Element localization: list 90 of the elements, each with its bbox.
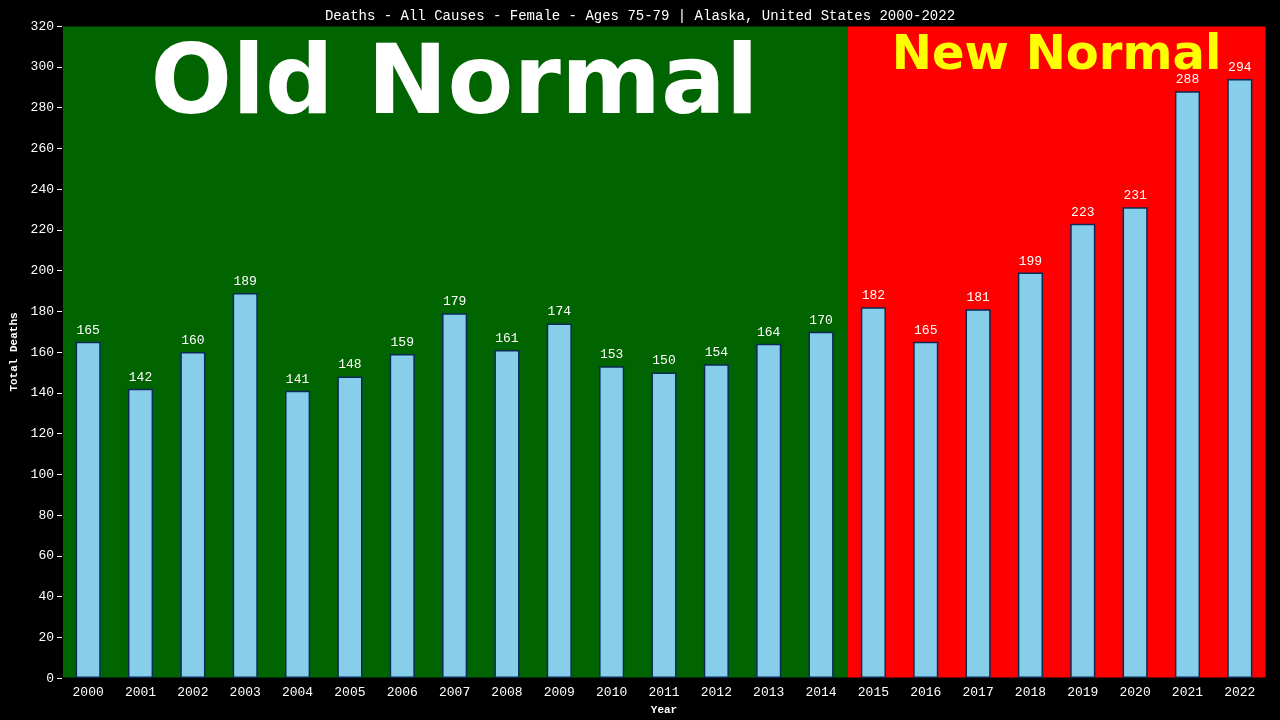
data-label: 165: [76, 322, 100, 338]
data-label: 142: [128, 369, 153, 385]
x-axis-title: Year: [650, 703, 678, 716]
data-label: 148: [338, 357, 362, 373]
x-tick-label: 2009: [543, 685, 575, 700]
x-tick-label: 2019: [1067, 685, 1099, 700]
data-label: 165: [914, 322, 938, 338]
y-tick-label: 240: [30, 181, 54, 197]
bar: [337, 376, 363, 678]
band-label: Old Normal: [150, 24, 759, 136]
bar: [389, 354, 415, 678]
x-tick-label: 2013: [753, 685, 785, 700]
bar: [442, 313, 468, 678]
data-label: 288: [1175, 72, 1200, 88]
data-label: 181: [966, 290, 990, 306]
data-label: 141: [285, 371, 310, 387]
y-tick-label: 320: [30, 18, 54, 34]
x-tick-label: 2022: [1224, 685, 1256, 700]
bar: [1227, 78, 1253, 678]
bar: [232, 292, 258, 678]
bar: [599, 366, 625, 678]
x-tick-label: 2021: [1171, 685, 1204, 700]
data-label: 294: [1228, 59, 1252, 75]
bar: [546, 323, 572, 678]
bar: [494, 349, 520, 678]
y-tick-label: 120: [30, 426, 54, 441]
x-tick-label: 2004: [281, 685, 314, 700]
bar: [75, 341, 101, 678]
y-tick-label: 140: [30, 385, 54, 401]
bar: [756, 343, 782, 678]
bar: [1174, 91, 1201, 678]
data-label: 153: [599, 347, 624, 363]
data-label: 179: [442, 294, 467, 310]
data-label: 159: [390, 335, 414, 351]
bar: [127, 388, 154, 678]
data-label: 189: [233, 273, 257, 289]
bar: [651, 372, 677, 678]
bar: [860, 307, 886, 678]
bar: [965, 309, 991, 678]
y-tick-label: 160: [30, 344, 54, 360]
y-tick-label: 60: [38, 548, 54, 564]
data-label: 199: [1018, 253, 1043, 269]
bar: [1017, 272, 1043, 678]
y-tick-label: 40: [38, 589, 54, 604]
data-label: 160: [181, 333, 205, 348]
x-tick-label: 2011: [648, 685, 680, 700]
data-label: 182: [861, 288, 886, 304]
x-tick-label: 2006: [386, 685, 418, 700]
x-tick-label: 2017: [962, 685, 994, 700]
y-tick-label: 80: [38, 507, 54, 523]
bar: [285, 390, 311, 678]
y-axis-title: Total Deaths: [8, 312, 21, 392]
x-tick-label: 2016: [910, 685, 942, 700]
y-tick-label: 180: [30, 303, 54, 319]
bar: [1122, 207, 1148, 678]
x-tick-label: 2003: [229, 685, 261, 700]
data-label: 174: [547, 304, 572, 320]
data-label: 154: [704, 345, 729, 361]
data-label: 231: [1123, 188, 1148, 204]
y-tick-label: 200: [30, 263, 54, 278]
y-tick-label: 220: [30, 222, 54, 238]
x-tick-label: 2015: [857, 685, 889, 700]
x-tick-label: 2007: [439, 685, 471, 700]
data-label: 150: [652, 353, 676, 369]
x-tick-label: 2020: [1119, 685, 1151, 700]
bar: [703, 364, 729, 678]
x-tick-label: 2018: [1014, 685, 1047, 700]
bar: [913, 341, 939, 678]
bar: [808, 331, 834, 678]
x-tick-label: 2001: [124, 685, 157, 700]
x-tick-label: 2002: [177, 685, 209, 700]
data-label: 223: [1071, 204, 1095, 220]
y-tick-label: 280: [30, 100, 54, 115]
x-tick-label: 2010: [596, 685, 628, 700]
y-tick-label: 300: [30, 59, 54, 75]
bar: [180, 352, 206, 678]
x-tick-label: 2000: [72, 685, 104, 700]
x-tick-label: 2014: [805, 685, 837, 700]
y-tick-label: 0: [46, 670, 54, 686]
bar: [1070, 223, 1096, 678]
chart-title: Deaths - All Causes - Female - Ages 75-79 | Alaska, United States 2000-2022: [324, 8, 956, 24]
data-label: 161: [495, 330, 519, 346]
x-tick-label: 2008: [491, 685, 523, 700]
data-label: 164: [756, 324, 781, 340]
y-tick-label: 260: [30, 140, 54, 156]
x-tick-label: 2012: [700, 685, 732, 700]
x-tick-label: 2005: [334, 685, 366, 700]
y-tick-label: 100: [30, 466, 54, 482]
y-tick-label: 20: [38, 629, 54, 645]
data-label: 170: [809, 312, 833, 328]
